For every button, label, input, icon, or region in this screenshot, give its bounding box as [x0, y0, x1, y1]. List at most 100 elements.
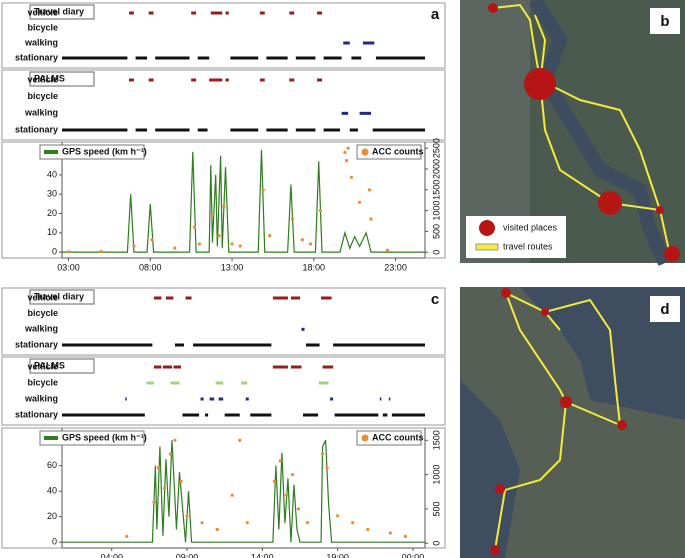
acc-point	[162, 486, 167, 490]
x-tick-label: 00:00	[402, 552, 425, 558]
acc-point	[230, 242, 234, 246]
acc-point	[318, 209, 322, 213]
legend-label: ACC counts	[372, 146, 424, 156]
track-box	[1, 2, 446, 69]
acc-point	[261, 188, 265, 192]
acc-point	[168, 452, 173, 456]
route	[494, 292, 621, 551]
x-tick-label: 04:00	[100, 552, 123, 558]
panel-letter: a	[431, 6, 440, 23]
acc-point	[343, 150, 347, 154]
acc-point	[99, 249, 103, 254]
acc-point	[185, 514, 189, 518]
place	[664, 246, 680, 262]
acc-point	[66, 250, 71, 254]
legend-marker	[479, 220, 495, 236]
x-tick-label: 14:00	[251, 552, 274, 558]
row-label: vehicle	[27, 7, 58, 17]
place	[501, 288, 511, 298]
row-label: bicycle	[27, 22, 58, 32]
acc-point	[344, 159, 349, 163]
acc-point	[366, 527, 370, 532]
water	[529, 0, 672, 266]
row-label: vehicle	[27, 361, 58, 371]
acc-point	[192, 225, 197, 229]
source-label-box	[29, 4, 95, 20]
water	[520, 287, 685, 420]
source-label-box	[29, 71, 95, 87]
legend-box	[39, 430, 145, 446]
acc-point	[150, 238, 154, 242]
acc-point	[222, 204, 226, 209]
x-tick-label: 08:00	[139, 262, 162, 272]
acc-point	[300, 238, 304, 242]
acc-point	[238, 244, 242, 248]
y-tick-label: 0	[52, 247, 57, 257]
x-tick-label: 23:00	[384, 262, 407, 272]
y2-tick-label: 2000	[431, 159, 441, 179]
acc-point	[357, 200, 362, 204]
x-tick-label: 18:00	[303, 262, 326, 272]
source-label-box	[29, 289, 95, 305]
y-tick-label: 20	[47, 208, 57, 218]
row-label: walking	[24, 37, 58, 47]
acc-point	[173, 438, 177, 442]
y2-tick-label: 0	[431, 250, 441, 255]
y2-tick-label: 1000	[431, 201, 441, 221]
place	[541, 308, 549, 316]
track-box	[1, 356, 446, 426]
legend-swatch	[361, 148, 369, 156]
panel-letter: c	[431, 291, 439, 308]
acc-point	[325, 466, 329, 470]
acc-point	[210, 213, 215, 217]
acc-point	[367, 188, 372, 192]
acc-point	[215, 527, 219, 532]
acc-point	[238, 438, 242, 442]
legend-box	[356, 430, 422, 446]
acc-point	[197, 242, 201, 246]
source-label: Travel diary	[34, 291, 84, 301]
acc-point	[305, 521, 310, 525]
x-tick-label: 03:00	[57, 262, 80, 272]
source-label: PALMS	[34, 360, 65, 370]
acc-point	[217, 233, 221, 238]
legend-swatch	[361, 434, 369, 442]
acc-point	[346, 146, 350, 150]
y2-tick-label: 1500	[431, 430, 441, 450]
y-tick-label: 40	[47, 486, 57, 496]
legend-label: visited places	[503, 222, 558, 232]
row-label: stationary	[15, 409, 58, 419]
acc-point	[290, 473, 295, 477]
row-label: vehicle	[27, 292, 58, 302]
acc-point	[132, 244, 136, 248]
water	[460, 380, 520, 558]
y2-tick-label: 500	[431, 501, 441, 516]
acc-point	[156, 466, 160, 470]
legend-marker	[475, 243, 499, 251]
acc-point	[272, 479, 276, 484]
acc-point	[268, 233, 272, 238]
y2-tick-label: 0	[431, 541, 441, 546]
acc-point	[230, 493, 234, 497]
acc-point	[320, 452, 325, 456]
track-box	[1, 69, 446, 141]
map-d: d	[460, 287, 685, 558]
place	[495, 484, 505, 494]
acc-point	[336, 514, 340, 518]
legend-label: travel routes	[503, 241, 553, 251]
panel-letter-box	[650, 296, 680, 322]
acc-point	[403, 534, 408, 538]
speed-line	[62, 439, 425, 543]
acc-point	[388, 531, 392, 535]
acc-point	[179, 479, 183, 484]
place	[488, 3, 498, 13]
place	[560, 396, 572, 408]
row-label: stationary	[15, 339, 58, 349]
x-tick-label: 09:00	[176, 552, 199, 558]
y2-tick-label: 500	[431, 224, 441, 239]
map-b: b visited places travel routes	[460, 0, 685, 266]
source-label-box	[29, 358, 95, 374]
acc-point	[349, 175, 354, 179]
legend-label: ACC counts	[372, 432, 424, 442]
